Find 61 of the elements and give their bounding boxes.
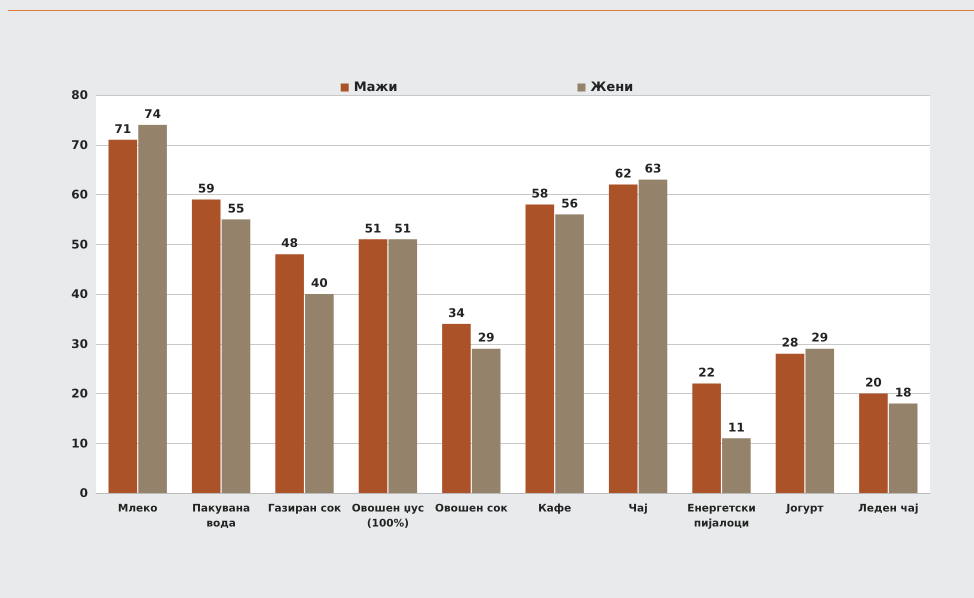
x-tick-label: Газиран сок bbox=[268, 502, 342, 514]
data-label: 71 bbox=[114, 122, 132, 136]
bar bbox=[776, 354, 804, 493]
data-label: 58 bbox=[531, 186, 548, 200]
legend-label: Жени bbox=[590, 80, 634, 95]
x-tick-label: Леден чај bbox=[858, 502, 918, 514]
bar bbox=[608, 184, 638, 493]
x-tick-label: Овошен џус (100%) bbox=[352, 502, 424, 530]
y-tick-label: 80 bbox=[71, 88, 88, 102]
data-label: 11 bbox=[728, 420, 745, 434]
y-tick-label: 0 bbox=[80, 486, 88, 500]
data-label: 48 bbox=[281, 236, 298, 250]
y-tick-label: 40 bbox=[71, 287, 88, 301]
bar bbox=[472, 348, 500, 493]
bar bbox=[138, 124, 167, 493]
x-tick-label: Пакувана вода bbox=[192, 502, 250, 530]
x-tick-label: Енергетски пијалоци bbox=[687, 502, 756, 530]
bar bbox=[222, 219, 250, 493]
y-tick-label: 30 bbox=[71, 336, 88, 351]
x-tick-label: Овошен сок bbox=[435, 502, 508, 514]
data-label: 34 bbox=[448, 306, 465, 320]
bar bbox=[859, 394, 888, 493]
data-label: 29 bbox=[478, 330, 495, 345]
bar bbox=[388, 239, 418, 493]
x-tick-label: Млеко bbox=[118, 502, 158, 514]
bar bbox=[805, 348, 834, 493]
data-label: 28 bbox=[782, 336, 798, 350]
y-tick-label: 70 bbox=[71, 138, 88, 152]
bar bbox=[526, 204, 554, 493]
data-label: 51 bbox=[394, 221, 412, 236]
y-tick-label: 60 bbox=[71, 188, 88, 202]
bar bbox=[692, 384, 721, 493]
data-label: 63 bbox=[644, 162, 662, 176]
bar bbox=[358, 239, 388, 493]
bar bbox=[888, 403, 918, 493]
bar bbox=[722, 438, 751, 493]
legend-label: Мажи bbox=[354, 80, 398, 95]
y-tick-label: 50 bbox=[71, 237, 88, 252]
data-label: 20 bbox=[865, 376, 882, 390]
bar bbox=[108, 140, 138, 493]
data-label: 40 bbox=[311, 276, 328, 290]
bar bbox=[638, 180, 668, 493]
data-label: 59 bbox=[198, 181, 215, 196]
data-label: 56 bbox=[561, 196, 578, 210]
x-tick-label: Чај bbox=[628, 502, 648, 514]
data-label: 51 bbox=[364, 221, 382, 236]
data-label: 18 bbox=[894, 385, 912, 400]
bar bbox=[442, 324, 471, 493]
bar bbox=[192, 199, 221, 493]
x-tick-label: Кафе bbox=[538, 502, 572, 514]
data-label: 62 bbox=[614, 166, 632, 181]
x-tick-label: Јогурт bbox=[785, 502, 824, 514]
bar bbox=[305, 294, 334, 493]
bar bbox=[275, 254, 304, 493]
data-label: 74 bbox=[144, 106, 161, 121]
y-tick-label: 20 bbox=[71, 386, 88, 400]
data-label: 22 bbox=[698, 366, 715, 380]
data-label: 29 bbox=[811, 330, 828, 345]
y-tick-label: 10 bbox=[71, 436, 88, 450]
bar bbox=[555, 214, 584, 493]
data-label: 55 bbox=[228, 201, 244, 216]
